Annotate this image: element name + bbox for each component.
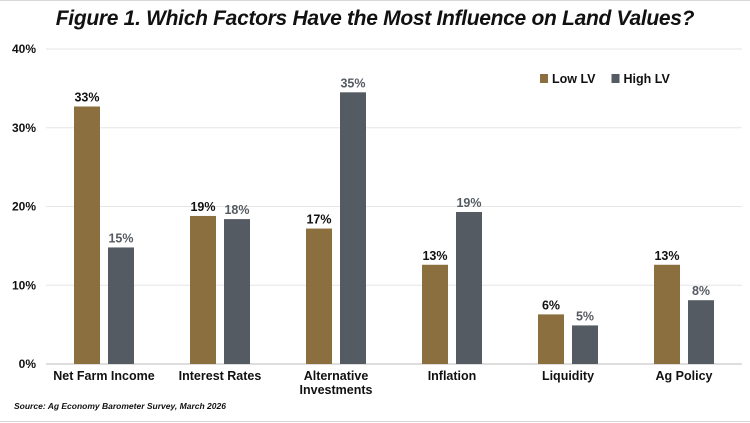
category-label: Liquidity bbox=[542, 369, 594, 383]
y-axis-ticks: 0% 10% 20% 30% 40% bbox=[12, 42, 36, 371]
bar-low-lv bbox=[654, 264, 680, 364]
gridlines bbox=[46, 48, 742, 365]
bar-low-lv bbox=[190, 215, 216, 364]
y-tick-label: 40% bbox=[12, 42, 36, 56]
data-label: 18% bbox=[224, 203, 249, 217]
bar-low-lv bbox=[422, 264, 448, 364]
bar-low-lv bbox=[306, 228, 332, 364]
data-label: 19% bbox=[456, 196, 481, 210]
legend-swatch bbox=[540, 74, 548, 83]
category-label: Ag Policy bbox=[656, 369, 713, 383]
legend-swatch bbox=[611, 74, 620, 83]
bar-high-lv bbox=[572, 325, 598, 364]
category-label: Net Farm Income bbox=[53, 369, 154, 383]
bar-high-lv bbox=[224, 219, 250, 364]
data-label: 17% bbox=[306, 213, 331, 227]
data-label: 13% bbox=[422, 249, 447, 263]
y-tick-label: 30% bbox=[12, 121, 36, 135]
category-label: Investments bbox=[300, 383, 373, 397]
data-label: 8% bbox=[692, 284, 710, 298]
category-label: Alternative bbox=[304, 369, 369, 383]
source-note: Source: Ag Economy Barometer Survey, Mar… bbox=[14, 401, 226, 411]
y-tick-label: 10% bbox=[12, 278, 36, 292]
data-label: 5% bbox=[576, 309, 594, 323]
bar-high-lv bbox=[456, 212, 482, 364]
data-label: 15% bbox=[108, 231, 133, 245]
legend-label: High LV bbox=[624, 72, 671, 86]
legend: Low LV High LV bbox=[540, 72, 670, 86]
y-tick-label: 0% bbox=[19, 357, 37, 371]
category-label: Interest Rates bbox=[179, 369, 262, 383]
data-label: 33% bbox=[74, 90, 99, 104]
legend-label: Low LV bbox=[552, 72, 596, 86]
bar-low-lv bbox=[538, 314, 564, 364]
chart-title: Figure 1. Which Factors Have the Most In… bbox=[55, 7, 695, 30]
category-label: Inflation bbox=[428, 369, 477, 383]
bar-high-lv bbox=[688, 300, 714, 364]
bar-high-lv bbox=[108, 247, 134, 364]
data-label: 6% bbox=[542, 298, 560, 312]
category-labels: Net Farm Income Interest Rates Alternative… bbox=[53, 369, 712, 397]
bar-high-lv bbox=[340, 92, 366, 364]
bar-low-lv bbox=[74, 106, 100, 365]
data-label: 13% bbox=[654, 249, 679, 263]
bars bbox=[74, 92, 714, 365]
data-labels: 33% 15% 19% 18% 17% 35% 13% 19% 6% 5% 13% 8% bbox=[74, 76, 710, 323]
y-tick-label: 20% bbox=[12, 200, 36, 214]
data-label: 19% bbox=[190, 200, 215, 214]
data-label: 35% bbox=[340, 76, 365, 90]
